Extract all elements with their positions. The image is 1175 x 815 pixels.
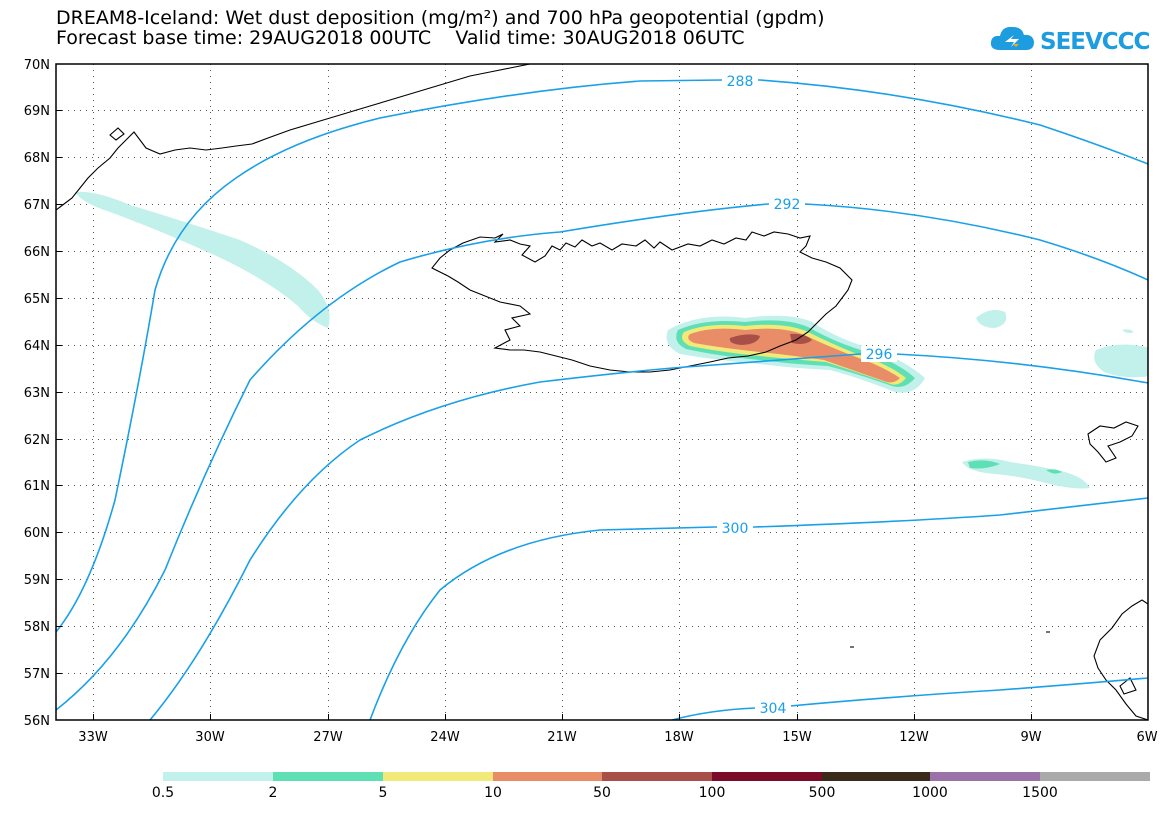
lat-label: 56N bbox=[24, 714, 50, 729]
lat-label: 59N bbox=[24, 573, 50, 588]
colorbar-label: 100 bbox=[699, 785, 726, 801]
seevccc-logo: SEEVCCC bbox=[990, 26, 1151, 55]
colorbar-label: 0.5 bbox=[152, 785, 174, 801]
lat-label: 70N bbox=[24, 58, 50, 73]
lat-label: 64N bbox=[24, 339, 50, 354]
geopotential-contours bbox=[56, 79, 1148, 720]
contour-label: 292 bbox=[774, 197, 801, 213]
colorbar-swatch bbox=[383, 772, 493, 781]
colorbar-label: 10 bbox=[484, 785, 502, 801]
colorbar-swatch bbox=[822, 772, 930, 781]
lon-label: 6W bbox=[1136, 730, 1157, 745]
coastline bbox=[56, 64, 1148, 720]
cloud-icon bbox=[990, 26, 1034, 50]
contour-292 bbox=[56, 203, 1148, 711]
contour-label: 288 bbox=[727, 74, 754, 90]
colorbar-label: 50 bbox=[593, 785, 611, 801]
colorbar-label: 2 bbox=[269, 785, 278, 801]
colorbar-swatch bbox=[273, 772, 383, 781]
lon-label: 21W bbox=[547, 730, 577, 745]
contour-label: 296 bbox=[866, 347, 893, 363]
lat-label: 67N bbox=[24, 198, 50, 213]
map-title-line2: Forecast base time: 29AUG2018 00UTC Vali… bbox=[56, 27, 745, 49]
contour-label: 304 bbox=[760, 701, 787, 717]
lon-label: 33W bbox=[78, 730, 108, 745]
lat-label: 63N bbox=[24, 386, 50, 401]
map-gridlines bbox=[56, 64, 1148, 720]
lat-label: 62N bbox=[24, 433, 50, 448]
lat-label: 68N bbox=[24, 151, 50, 166]
lon-label: 27W bbox=[313, 730, 343, 745]
lon-label: 9W bbox=[1020, 730, 1041, 745]
lat-label: 69N bbox=[24, 104, 50, 119]
contour-296 bbox=[149, 353, 1148, 720]
contour-304 bbox=[671, 677, 1148, 720]
colorbar-swatch bbox=[602, 772, 712, 781]
lat-label: 60N bbox=[24, 526, 50, 541]
colorbar-label: 1500 bbox=[1022, 785, 1058, 801]
map-title-line1: DREAM8-Iceland: Wet dust deposition (mg/… bbox=[56, 7, 825, 29]
lon-label: 12W bbox=[899, 730, 929, 745]
contour-label-group: 288 292 296 300 304 bbox=[717, 72, 897, 717]
lat-label: 57N bbox=[24, 667, 50, 682]
lon-label: 18W bbox=[664, 730, 694, 745]
lon-label: 24W bbox=[430, 730, 460, 745]
lat-label: 61N bbox=[24, 479, 50, 494]
colorbar-swatch bbox=[163, 772, 273, 781]
longitude-labels: 33W 30W 27W 24W 21W 18W 15W 12W 9W 6W bbox=[78, 730, 1157, 745]
colorbar-swatch bbox=[930, 772, 1040, 781]
dust-deposition-field bbox=[75, 191, 1148, 489]
colorbar: 0.5 2 5 10 50 100 500 1000 1500 bbox=[152, 772, 1150, 801]
lon-label: 15W bbox=[782, 730, 812, 745]
latitude-labels: 70N 69N 68N 67N 66N 65N 64N 63N 62N 61N … bbox=[24, 58, 50, 729]
colorbar-label: 500 bbox=[809, 785, 836, 801]
colorbar-label: 1000 bbox=[912, 785, 948, 801]
colorbar-label: 5 bbox=[379, 785, 388, 801]
lat-label: 66N bbox=[24, 245, 50, 260]
contour-300 bbox=[369, 497, 1148, 720]
contour-label: 300 bbox=[722, 521, 749, 537]
lon-label: 30W bbox=[195, 730, 225, 745]
colorbar-swatch bbox=[1040, 772, 1150, 781]
lat-label: 58N bbox=[24, 620, 50, 635]
colorbar-swatch bbox=[493, 772, 602, 781]
logo-text: SEEVCCC bbox=[1040, 29, 1150, 55]
axis-ticks bbox=[56, 110, 1032, 720]
lat-label: 65N bbox=[24, 292, 50, 307]
contour-288 bbox=[56, 79, 1148, 633]
colorbar-swatch bbox=[712, 772, 822, 781]
